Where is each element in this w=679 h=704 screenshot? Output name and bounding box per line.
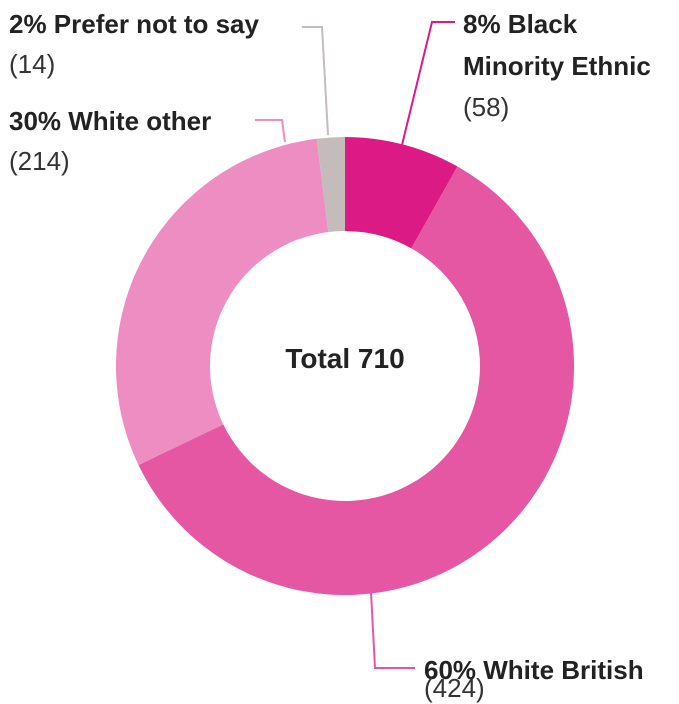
label-white-other: 30% White other xyxy=(9,106,211,136)
label-black-minority-ethnic-line1: 8% Black xyxy=(463,9,578,39)
leader-line-white-other xyxy=(255,119,286,143)
donut-slices xyxy=(116,137,574,596)
label-black-minority-ethnic-line2: Minority Ethnic xyxy=(463,51,651,81)
count-white-british: (424) xyxy=(424,673,485,703)
label-white-british: 60% White British xyxy=(424,655,644,685)
count-prefer-not-to-say: (14) xyxy=(9,49,55,79)
leader-line-black-minority-ethnic xyxy=(401,21,455,146)
slice-white-other xyxy=(116,138,329,465)
label-prefer-not-to-say: 2% Prefer not to say xyxy=(9,9,260,39)
slice-prefer-not-to-say xyxy=(316,137,345,233)
slice-black-minority-ethnic xyxy=(345,137,458,249)
center-total-label: Total 710 xyxy=(285,343,404,374)
leader-line-prefer-not-to-say xyxy=(302,26,329,136)
leader-line-white-british xyxy=(370,591,415,669)
count-white-other: (214) xyxy=(9,146,70,176)
count-black-minority-ethnic: (58) xyxy=(463,92,509,122)
slice-white-british xyxy=(138,166,574,596)
